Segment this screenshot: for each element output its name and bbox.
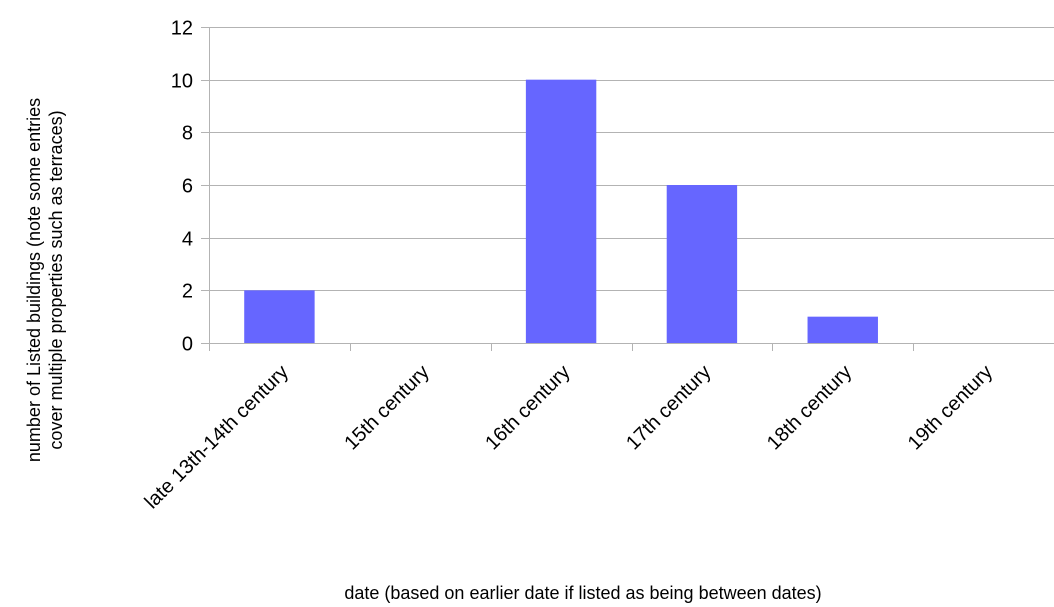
- y-axis-title-line-2: cover multiple properties such as terrac…: [46, 110, 66, 449]
- bar-0: [244, 290, 315, 343]
- bars: [244, 79, 878, 344]
- y-tick-labels: 0 2 4 6 8 10 12: [171, 18, 193, 356]
- bar-3: [666, 185, 738, 343]
- y-tick-label: 4: [182, 229, 193, 251]
- gridlines: [201, 27, 1054, 344]
- x-tick-labels: late 13th-14th century 15th century 16th c…: [141, 361, 998, 513]
- x-tick-label: 18th century: [763, 361, 856, 454]
- y-tick-label: 8: [182, 123, 193, 145]
- x-tick-label: 16th century: [481, 361, 574, 454]
- x-axis-title: date (based on earlier date if listed as…: [344, 583, 821, 603]
- x-tick-label: 15th century: [340, 361, 433, 454]
- x-tick-label: 17th century: [622, 361, 715, 454]
- x-tick-label: 19th century: [904, 361, 997, 454]
- y-axis-title: number of Listed buildings (note some en…: [24, 98, 66, 462]
- y-axis-title-line-1: number of Listed buildings (note some en…: [24, 98, 44, 462]
- y-tick-label: 10: [171, 71, 193, 93]
- y-tick-label: 12: [171, 18, 193, 40]
- bar-4: [807, 316, 878, 343]
- y-tick-label: 2: [182, 281, 193, 303]
- bar-2: [525, 79, 597, 344]
- axes: [209, 27, 914, 351]
- y-tick-label: 6: [182, 176, 193, 198]
- x-tick-label: late 13th-14th century: [141, 361, 293, 513]
- y-tick-label: 0: [182, 334, 193, 356]
